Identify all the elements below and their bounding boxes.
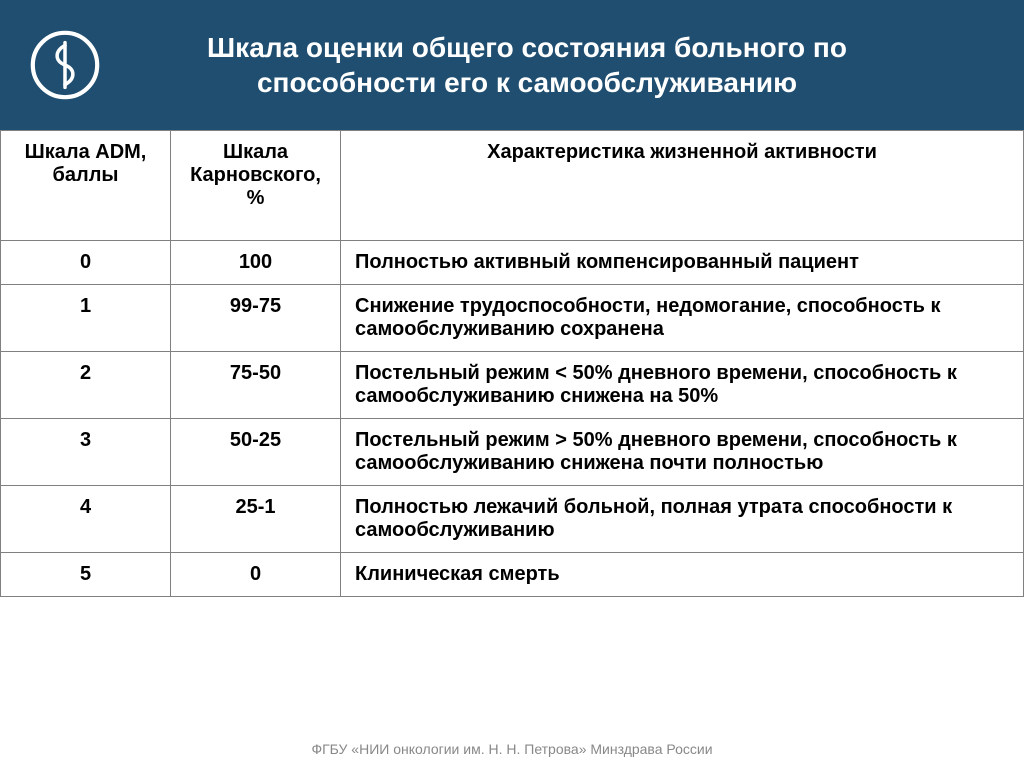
cell-adm: 0: [1, 241, 171, 285]
col-header-karn: Шкала Карновского, %: [171, 131, 341, 241]
table-row: 5 0 Клиническая смерть: [1, 553, 1024, 597]
cell-desc: Полностью лежачий больной, полная утрата…: [341, 486, 1024, 553]
scale-table: Шкала ADM, баллы Шкала Карновского, % Ха…: [0, 130, 1024, 597]
table-row: 0 100 Полностью активный компенсированны…: [1, 241, 1024, 285]
cell-adm: 4: [1, 486, 171, 553]
cell-desc: Снижение трудоспособности, недомогание, …: [341, 285, 1024, 352]
table-row: 3 50-25 Постельный режим > 50% дневного …: [1, 419, 1024, 486]
cell-desc: Клиническая смерть: [341, 553, 1024, 597]
cell-adm: 5: [1, 553, 171, 597]
medical-logo-icon: [30, 30, 100, 100]
cell-karn: 0: [171, 553, 341, 597]
table-row: 2 75-50 Постельный режим < 50% дневного …: [1, 352, 1024, 419]
table-row: 1 99-75 Снижение трудоспособности, недом…: [1, 285, 1024, 352]
cell-karn: 75-50: [171, 352, 341, 419]
cell-desc: Постельный режим < 50% дневного времени,…: [341, 352, 1024, 419]
cell-desc: Полностью активный компенсированный паци…: [341, 241, 1024, 285]
cell-desc: Постельный режим > 50% дневного времени,…: [341, 419, 1024, 486]
cell-adm: 1: [1, 285, 171, 352]
col-header-adm: Шкала ADM, баллы: [1, 131, 171, 241]
cell-karn: 99-75: [171, 285, 341, 352]
table-row: 4 25-1 Полностью лежачий больной, полная…: [1, 486, 1024, 553]
col-header-desc: Характеристика жизненной активности: [341, 131, 1024, 241]
table-header-row: Шкала ADM, баллы Шкала Карновского, % Ха…: [1, 131, 1024, 241]
scale-table-container: Шкала ADM, баллы Шкала Карновского, % Ха…: [0, 130, 1024, 597]
cell-karn: 100: [171, 241, 341, 285]
header: Шкала оценки общего состояния больного п…: [0, 0, 1024, 130]
cell-adm: 3: [1, 419, 171, 486]
cell-karn: 50-25: [171, 419, 341, 486]
footer-attribution: ФГБУ «НИИ онкологии им. Н. Н. Петрова» М…: [0, 741, 1024, 757]
page-title: Шкала оценки общего состояния больного п…: [120, 30, 994, 100]
cell-adm: 2: [1, 352, 171, 419]
cell-karn: 25-1: [171, 486, 341, 553]
